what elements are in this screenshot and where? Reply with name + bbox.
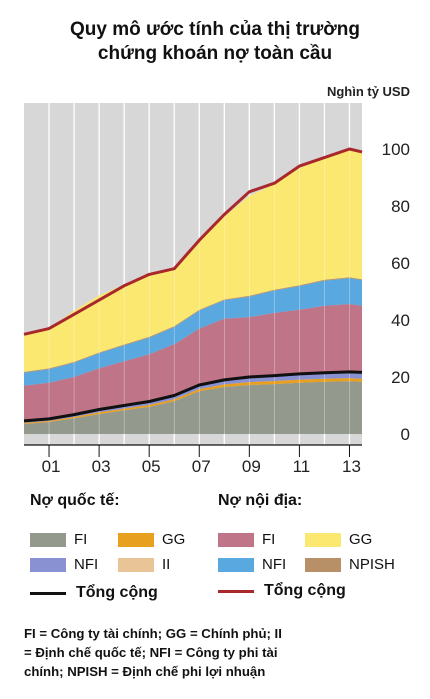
- legend-swatch: [305, 532, 341, 547]
- chart-title: Quy mô ước tính của thị trường chứng kho…: [0, 18, 430, 66]
- footnote-line-3: chính; NPISH = Định chế phi lợi nhuận: [24, 664, 266, 679]
- legend-item-dom-nfi: NFI: [218, 556, 286, 573]
- area-intl_gg: [24, 378, 362, 424]
- x-tick-label-2005: 05: [142, 457, 161, 476]
- footnote-line-2: = Định chế quốc tế; NFI = Công ty phi tà…: [24, 645, 278, 660]
- legend-swatch: [218, 557, 254, 572]
- legend-label: GG: [162, 531, 186, 548]
- x-tick-label-2007: 07: [192, 457, 211, 476]
- legend-swatch: [118, 557, 154, 572]
- x-tick-label-2013: 13: [342, 457, 361, 476]
- legend-item-dom-total: Tổng cộng: [218, 582, 346, 600]
- y-unit-label: Nghìn tỷ USD: [326, 84, 410, 99]
- legend-label: GG: [349, 531, 373, 548]
- y-tick-label-80: 80: [391, 197, 410, 216]
- legend-line: [30, 591, 66, 595]
- debt-securities-area-chart: 0 20 40 60 80 100 01 03 05 07 09 11 13: [23, 103, 410, 476]
- legend-line: [218, 589, 254, 593]
- legend-item-intl-nfi: NFI: [30, 556, 98, 573]
- y-tick-label-100: 100: [382, 140, 410, 159]
- legend-label: II: [162, 556, 171, 573]
- area-dom_fi: [24, 304, 362, 421]
- line-intl_total: [23, 370, 363, 423]
- legend-item-dom-fi: FI: [218, 531, 275, 548]
- x-tick-label-2011: 11: [293, 457, 311, 476]
- legend-heading-domestic: Nợ nội địa:: [218, 492, 303, 509]
- y-axis-ticks: 0 20 40 60 80 100: [382, 140, 410, 444]
- area-intl_fi: [24, 381, 362, 434]
- y-tick-label-40: 40: [391, 311, 410, 330]
- x-tick-label-2003: 03: [92, 457, 111, 476]
- legend-item-intl-ii: II: [118, 556, 170, 573]
- legend-label: FI: [262, 531, 276, 548]
- area-dom_gg: [24, 150, 362, 372]
- legend-item-dom-gg: GG: [305, 531, 372, 548]
- footnote-line-1: FI = Công ty tài chính; GG = Chính phủ; …: [24, 626, 282, 641]
- legend-swatch: [30, 532, 66, 547]
- x-tick-label-2009: 09: [242, 457, 261, 476]
- legend-label: FI: [74, 531, 88, 548]
- legend-item-intl-gg: GG: [118, 531, 185, 548]
- area-intl_nfi: [24, 373, 362, 423]
- legend-label: Tổng cộng: [264, 582, 346, 599]
- area-dom_nfi: [24, 278, 362, 386]
- x-axis-ticks: 01 03 05 07 09 11 13: [42, 445, 361, 476]
- legend-label: NFI: [74, 556, 99, 573]
- legend-label: Tổng cộng: [76, 584, 158, 601]
- stacked-areas: [24, 103, 362, 434]
- y-tick-label-0: 0: [401, 425, 410, 444]
- line-dom_total: [23, 147, 363, 336]
- legend-swatch: [305, 557, 341, 572]
- abbreviation-footnote: FI = Công ty tài chính; GG = Chính phủ; …: [24, 624, 419, 681]
- legend-swatch: [30, 557, 66, 572]
- legend-swatch: [118, 532, 154, 547]
- legend-heading-international: Nợ quốc tế:: [30, 492, 120, 509]
- legend-label: NPISH: [349, 556, 395, 573]
- legend-label: NFI: [262, 556, 287, 573]
- chart-title-line-1: Quy mô ước tính của thị trường: [70, 19, 360, 40]
- legend-item-intl-fi: FI: [30, 531, 87, 548]
- y-tick-label-60: 60: [391, 254, 410, 273]
- x-tick-label-2001: 01: [42, 457, 61, 476]
- legend-item-intl-total: Tổng cộng: [30, 584, 158, 602]
- chart-title-line-2: chứng khoán nợ toàn cầu: [97, 43, 333, 64]
- legend-swatch: [218, 532, 254, 547]
- y-tick-label-20: 20: [391, 368, 410, 387]
- total-lines: [23, 147, 363, 423]
- legend-item-dom-npish: NPISH: [305, 556, 395, 573]
